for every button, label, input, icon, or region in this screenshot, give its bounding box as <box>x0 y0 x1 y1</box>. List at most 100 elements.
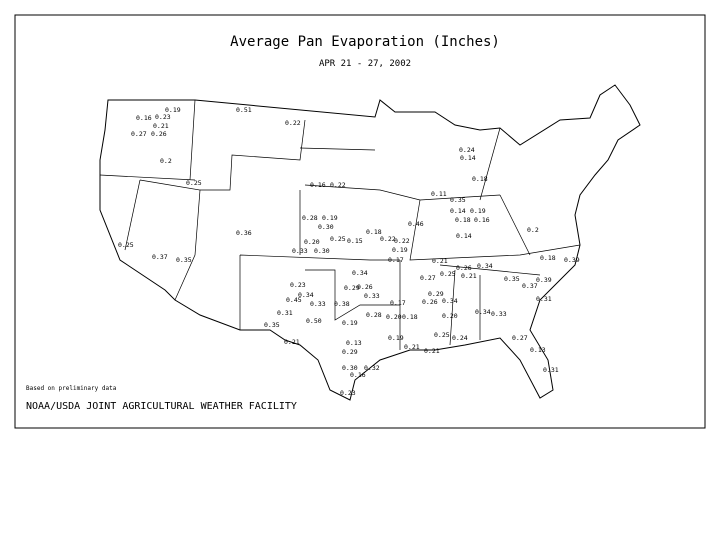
station-value: 0.29 <box>342 348 358 356</box>
station-value: 0.16 <box>136 114 152 122</box>
station-value: 0.35 <box>264 321 280 329</box>
station-value: 0.46 <box>408 220 424 228</box>
station-value: 0.28 <box>302 214 318 222</box>
station-value: 0.17 <box>388 256 404 264</box>
station-value: 0.33 <box>364 292 380 300</box>
station-value: 0.21 <box>461 272 477 280</box>
state-lines <box>99 99 581 350</box>
station-value: 0.51 <box>236 106 252 114</box>
footnote: Based on preliminary data <box>26 385 117 392</box>
station-value: 0.16 <box>474 216 490 224</box>
station-value: 0.18 <box>455 216 471 224</box>
station-value: 0.19 <box>392 246 408 254</box>
station-value: 0.31 <box>277 309 293 317</box>
station-value: 0.13 <box>346 339 362 347</box>
station-value: 0.24 <box>459 146 475 154</box>
station-value: 0.20 <box>386 313 402 321</box>
station-value: 0.28 <box>366 311 382 319</box>
title: Average Pan Evaporation (Inches) <box>230 34 500 50</box>
station-value: 0.18 <box>472 175 488 183</box>
station-value: 0.26 <box>422 298 438 306</box>
station-value: 0.17 <box>390 299 406 307</box>
station-value: 0.2 <box>527 226 539 234</box>
station-value: 0.35 <box>504 275 520 283</box>
station-value: 0.22 <box>380 235 396 243</box>
station-value: 0.15 <box>347 237 363 245</box>
station-value: 0.37 <box>522 282 538 290</box>
station-value: 0.50 <box>306 317 322 325</box>
station-value: 0.23 <box>290 281 306 289</box>
station-value: 0.29 <box>428 290 444 298</box>
station-value: 0.14 <box>460 154 476 162</box>
station-value: 0.36 <box>236 229 252 237</box>
station-value: 0.19 <box>165 106 181 114</box>
station-value: 0.18 <box>402 313 418 321</box>
station-value: 0.39 <box>536 276 552 284</box>
station-value: 0.33 <box>310 300 326 308</box>
station-values: 0.190.16 0.230.210.27 0.260.510.220.20.25 0… <box>118 106 580 397</box>
source: NOAA/USDA JOINT AGRICULTURAL WEATHER FAC… <box>26 401 297 412</box>
subtitle: APR 21 - 27, 2002 <box>319 59 411 69</box>
station-value: 0.20 <box>304 238 320 246</box>
coastline <box>99 84 641 401</box>
station-value: 0.22 <box>285 119 301 127</box>
station-value: 0.19 <box>470 207 486 215</box>
station-value: 0.26 <box>357 283 373 291</box>
station-value: 0.38 <box>334 300 350 308</box>
station-value: 0.19 <box>322 214 338 222</box>
station-value: 0.29 <box>344 284 360 292</box>
station-value: 0.33 <box>491 310 507 318</box>
station-value: 0.37 <box>152 253 168 261</box>
station-value: 0.32 <box>364 364 380 372</box>
station-value: 0.34 <box>477 262 493 270</box>
station-value: 0.30 <box>314 247 330 255</box>
us-outline <box>99 84 641 401</box>
station-value: 0.27 <box>131 130 147 138</box>
station-value: 0.31 <box>543 366 559 374</box>
station-value: 0.22 <box>330 181 346 189</box>
station-value: 0.16 <box>310 181 326 189</box>
station-value: 0.18 <box>366 228 382 236</box>
station-value: 0.25 <box>186 179 202 187</box>
station-value: 0.35 <box>176 256 192 264</box>
station-value: 0.27 <box>512 334 528 342</box>
station-value: 0.2 <box>160 157 172 165</box>
station-value: 0.21 <box>284 338 300 346</box>
station-value: 0.19 <box>342 319 358 327</box>
station-value: 0.13 <box>530 346 546 354</box>
station-value: 0.39 <box>564 256 580 264</box>
station-value: 0.25 <box>118 241 134 249</box>
station-value: 0.20 <box>442 312 458 320</box>
station-value: 0.25 <box>434 331 450 339</box>
frame <box>14 14 706 429</box>
station-value: 0.34 <box>352 269 368 277</box>
station-value: 0.26 <box>456 264 472 272</box>
station-value: 0.16 <box>350 371 366 379</box>
station-value: 0.21 <box>432 257 448 265</box>
station-value: 0.21 <box>404 343 420 351</box>
station-value: 0.14 <box>456 232 472 240</box>
station-value: 0.34 <box>442 297 458 305</box>
station-value: 0.27 <box>420 274 436 282</box>
station-value: 0.14 <box>450 207 466 215</box>
station-value: 0.31 <box>536 295 552 303</box>
station-value: 0.18 <box>540 254 556 262</box>
station-value: 0.23 <box>340 389 356 397</box>
station-value: 0.25 <box>330 235 346 243</box>
station-value: 0.22 <box>394 237 410 245</box>
station-value: 0.19 <box>388 334 404 342</box>
station-value: 0.21 <box>424 347 440 355</box>
station-value: 0.34 <box>475 308 491 316</box>
station-value: 0.35 <box>450 196 466 204</box>
station-value: 0.34 <box>298 291 314 299</box>
station-value: 0.30 <box>318 223 334 231</box>
station-value: 0.33 <box>292 247 308 255</box>
station-value: 0.21 <box>153 122 169 130</box>
station-value: 0.25 <box>440 270 456 278</box>
station-value: 0.11 <box>431 190 447 198</box>
station-value: 0.45 <box>286 296 302 304</box>
station-value: 0.24 <box>452 334 468 342</box>
station-value: 0.26 <box>151 130 167 138</box>
station-value: 0.23 <box>155 113 171 121</box>
